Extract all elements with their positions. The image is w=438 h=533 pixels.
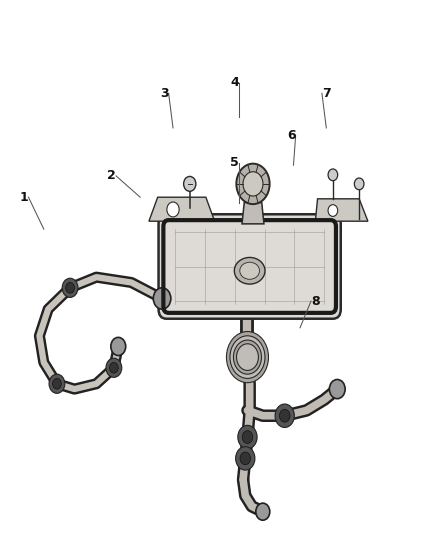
Circle shape (275, 404, 294, 427)
Polygon shape (242, 203, 264, 224)
Circle shape (236, 447, 255, 470)
Text: 2: 2 (107, 169, 116, 182)
Text: 3: 3 (160, 87, 169, 100)
Circle shape (66, 282, 74, 293)
Circle shape (153, 288, 171, 309)
Circle shape (329, 379, 345, 399)
Circle shape (111, 337, 126, 356)
Text: 6: 6 (287, 130, 296, 142)
Circle shape (237, 164, 270, 204)
Text: 7: 7 (322, 87, 331, 100)
Circle shape (167, 202, 179, 217)
Circle shape (184, 176, 196, 191)
Text: 8: 8 (311, 295, 320, 308)
Circle shape (237, 344, 258, 370)
Circle shape (62, 278, 78, 297)
Circle shape (328, 205, 338, 216)
Circle shape (354, 178, 364, 190)
Circle shape (226, 332, 268, 383)
Circle shape (279, 409, 290, 422)
Circle shape (233, 340, 261, 374)
Circle shape (53, 378, 61, 389)
Circle shape (242, 431, 253, 443)
Circle shape (328, 169, 338, 181)
Circle shape (240, 452, 251, 465)
Text: 1: 1 (20, 191, 28, 204)
Circle shape (49, 374, 65, 393)
Ellipse shape (234, 257, 265, 284)
Circle shape (238, 425, 257, 449)
Polygon shape (315, 199, 368, 221)
Circle shape (243, 172, 263, 196)
Text: 5: 5 (230, 156, 239, 169)
Circle shape (230, 336, 265, 378)
Circle shape (256, 503, 270, 520)
Polygon shape (149, 197, 215, 221)
Circle shape (106, 358, 122, 377)
FancyBboxPatch shape (159, 214, 341, 319)
Circle shape (110, 362, 118, 373)
Text: 4: 4 (230, 76, 239, 89)
Ellipse shape (240, 262, 259, 279)
